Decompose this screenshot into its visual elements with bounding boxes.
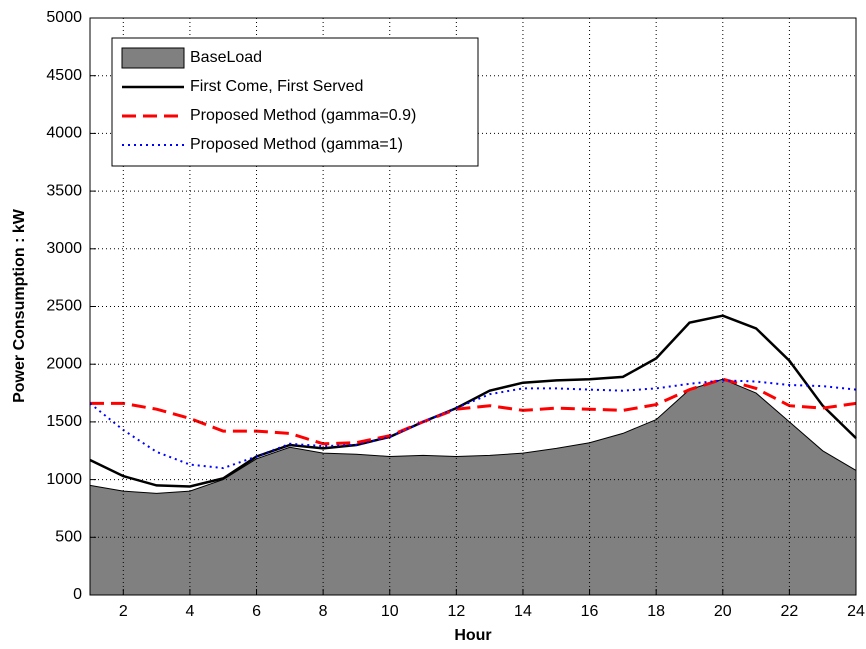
y-tick-label: 3000	[46, 240, 82, 257]
x-tick-label: 2	[119, 603, 128, 620]
y-tick-label: 0	[73, 586, 82, 603]
x-tick-label: 6	[252, 603, 261, 620]
y-tick-label: 2000	[46, 355, 82, 372]
legend-label: BaseLoad	[190, 49, 262, 66]
y-tick-label: 3500	[46, 182, 82, 199]
legend-label: First Come, First Served	[190, 78, 363, 95]
x-tick-label: 18	[647, 603, 665, 620]
x-tick-label: 22	[780, 603, 798, 620]
y-tick-label: 4500	[46, 67, 82, 84]
y-tick-label: 500	[55, 529, 82, 546]
y-tick-label: 1000	[46, 471, 82, 488]
line	[89, 379, 857, 470]
x-tick-label: 16	[581, 603, 599, 620]
x-tick-label: 4	[185, 603, 194, 620]
y-tick-label: 4000	[46, 125, 82, 142]
legend-label: Proposed Method (gamma=1)	[190, 136, 403, 153]
line	[90, 377, 857, 446]
plot-frame	[89, 17, 857, 596]
x-tick-label: 24	[847, 603, 865, 620]
y-tick-label: 1500	[46, 413, 82, 430]
y-tick-label: 2500	[46, 298, 82, 315]
x-tick-label: 12	[447, 603, 465, 620]
x-tick-label: 20	[714, 603, 732, 620]
line	[89, 314, 857, 488]
y-axis-label: Power Consumption : kW	[11, 208, 28, 403]
x-tick-label: 8	[319, 603, 328, 620]
area	[89, 378, 857, 596]
y-tick-label: 5000	[46, 9, 82, 26]
x-tick-label: 14	[514, 603, 532, 620]
legend-label: Proposed Method (gamma=0.9)	[190, 107, 416, 124]
legend-swatch	[121, 47, 185, 69]
x-axis-label: Hour	[454, 627, 491, 644]
x-tick-label: 10	[381, 603, 399, 620]
